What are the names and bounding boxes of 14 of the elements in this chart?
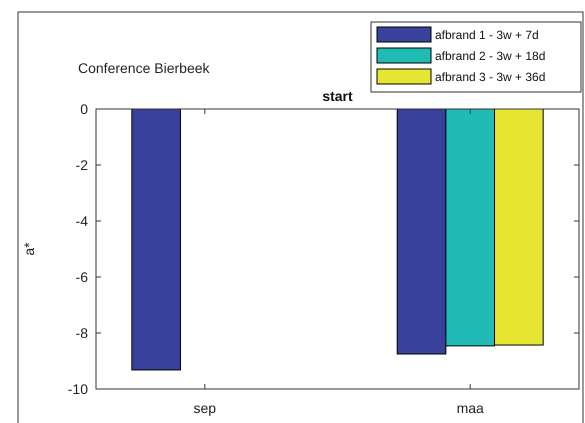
y-tick-label: 0 [80, 100, 88, 117]
y-tick-label: -10 [68, 380, 88, 397]
y-axis-title: a* [21, 242, 37, 256]
x-tick-label: sep [194, 400, 216, 416]
x-tick-label: maa [456, 400, 484, 416]
legend-label: afbrand 3 - 3w + 36d [435, 70, 546, 84]
legend-label: afbrand 1 - 3w + 7d [435, 28, 539, 42]
y-tick-label: -2 [76, 156, 88, 173]
chart-title: start [322, 88, 354, 104]
legend-label: afbrand 2 - 3w + 18d [435, 49, 546, 63]
y-tick-label: -6 [76, 268, 88, 285]
y-tick-label: -4 [76, 212, 88, 229]
y-tick-label: -8 [76, 324, 88, 341]
text: Conference Bierbeek [78, 60, 211, 76]
